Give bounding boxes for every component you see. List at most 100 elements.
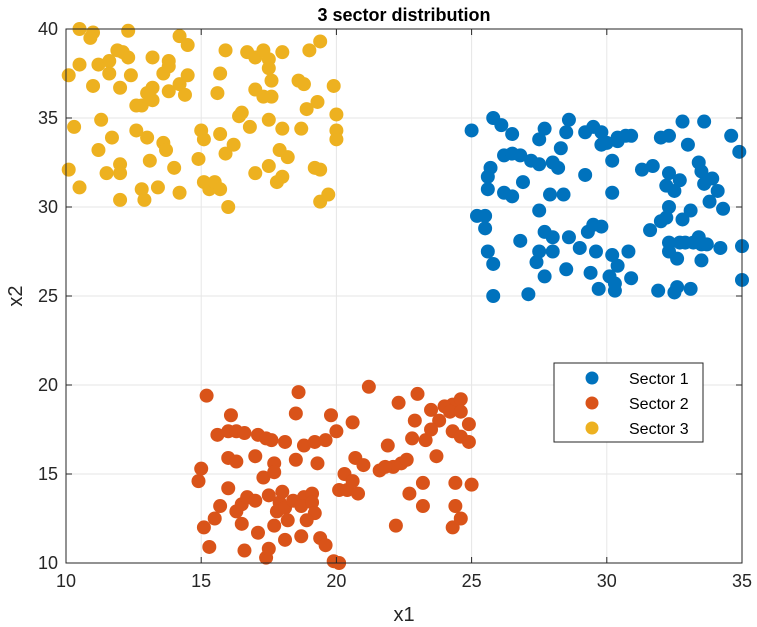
data-point <box>72 180 87 195</box>
series-3 <box>61 22 344 214</box>
data-point <box>269 175 284 190</box>
data-point <box>291 385 306 400</box>
data-point <box>453 404 468 419</box>
series-2 <box>191 379 479 570</box>
data-point <box>480 182 495 197</box>
data-point <box>553 141 568 156</box>
y-tick-label: 20 <box>38 375 58 395</box>
data-point <box>653 214 668 229</box>
data-point <box>651 283 666 298</box>
data-point <box>242 119 257 134</box>
data-point <box>99 166 114 181</box>
data-point <box>572 240 587 255</box>
legend-item: Sector 3 <box>585 421 689 438</box>
data-point <box>261 112 276 127</box>
legend-label: Sector 1 <box>629 371 689 388</box>
data-point <box>256 470 271 485</box>
data-point <box>605 248 620 263</box>
data-point <box>532 132 547 147</box>
x-tick-label: 10 <box>56 571 76 591</box>
data-point <box>307 434 322 449</box>
data-point <box>461 417 476 432</box>
data-point <box>661 166 676 181</box>
data-point <box>123 68 138 83</box>
data-point <box>221 200 236 214</box>
data-point <box>318 433 333 448</box>
data-point <box>67 119 82 134</box>
data-point <box>221 481 236 496</box>
data-point <box>361 379 376 394</box>
data-point <box>591 281 606 296</box>
series-1 <box>464 111 749 303</box>
data-point <box>424 422 439 437</box>
x-tick-label: 25 <box>462 571 482 591</box>
data-point <box>694 164 709 179</box>
data-point <box>645 159 660 174</box>
data-point <box>610 258 625 273</box>
data-point <box>429 449 444 464</box>
data-point <box>561 112 576 127</box>
data-point <box>607 276 622 291</box>
data-point <box>415 475 430 490</box>
data-point <box>134 182 149 197</box>
data-point <box>453 511 468 526</box>
data-point <box>402 486 417 501</box>
data-point <box>113 80 128 95</box>
data-point <box>448 475 463 490</box>
legend-label: Sector 2 <box>629 396 689 413</box>
legend-item: Sector 1 <box>585 371 689 388</box>
data-point <box>267 518 282 533</box>
data-point <box>621 244 636 259</box>
data-point <box>261 541 276 556</box>
data-point <box>288 452 303 467</box>
data-point <box>172 185 187 200</box>
data-point <box>121 50 136 65</box>
data-point <box>196 520 211 535</box>
data-point <box>278 532 293 547</box>
data-point <box>345 474 360 489</box>
legend-box <box>553 362 704 443</box>
data-point <box>480 244 495 259</box>
data-point <box>72 57 87 72</box>
data-point <box>196 132 211 147</box>
data-point <box>478 221 493 236</box>
data-point <box>432 413 447 428</box>
data-point <box>710 183 725 198</box>
data-point <box>583 265 598 280</box>
data-point <box>410 386 425 401</box>
data-point <box>264 433 279 448</box>
data-point <box>167 160 182 175</box>
y-axis-label: x2 <box>5 285 27 306</box>
data-point <box>513 233 528 248</box>
data-point <box>210 86 225 101</box>
data-point <box>267 465 282 480</box>
data-point <box>180 68 195 83</box>
x-tick-label: 20 <box>326 571 346 591</box>
data-point <box>578 167 593 182</box>
data-point <box>556 187 571 202</box>
data-point <box>310 456 325 471</box>
data-point <box>661 235 676 250</box>
data-point <box>418 433 433 448</box>
data-point <box>213 66 228 81</box>
x-tick-label: 35 <box>732 571 752 591</box>
data-point <box>505 127 520 142</box>
data-point <box>388 518 403 533</box>
data-point <box>305 495 320 510</box>
data-point <box>161 84 176 99</box>
data-point <box>713 240 728 255</box>
chart-title: 3 sector distribution <box>317 5 490 25</box>
data-point <box>345 415 360 430</box>
data-point <box>161 59 176 74</box>
data-point <box>378 459 393 474</box>
data-point <box>318 538 333 553</box>
data-point <box>329 424 344 439</box>
data-point <box>521 287 536 302</box>
data-point <box>588 244 603 259</box>
data-point <box>294 529 309 544</box>
data-point <box>670 280 685 295</box>
data-point <box>296 77 311 92</box>
data-point <box>464 123 479 138</box>
data-point <box>94 112 109 127</box>
